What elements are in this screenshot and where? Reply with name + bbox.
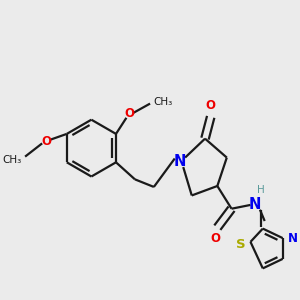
Text: H: H <box>257 185 265 196</box>
Text: CH₃: CH₃ <box>154 97 173 107</box>
Text: S: S <box>236 238 246 251</box>
Text: O: O <box>124 106 134 120</box>
Text: O: O <box>210 232 220 245</box>
Text: O: O <box>206 99 216 112</box>
Text: N: N <box>249 197 261 212</box>
Text: O: O <box>41 135 51 148</box>
Text: N: N <box>173 154 186 169</box>
Text: CH₃: CH₃ <box>2 155 21 165</box>
Text: N: N <box>287 232 297 244</box>
